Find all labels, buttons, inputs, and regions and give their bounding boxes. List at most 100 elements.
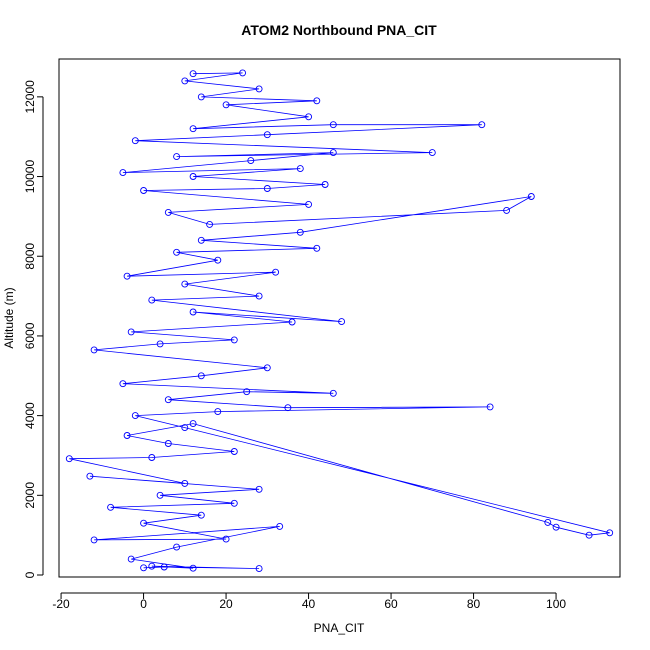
x-tick-label: 80 xyxy=(467,597,481,611)
data-point xyxy=(189,308,197,316)
data-point xyxy=(305,200,313,208)
data-point xyxy=(189,173,197,180)
y-tick-label: 8000 xyxy=(23,243,37,270)
plot-area xyxy=(65,69,614,573)
plot-frame xyxy=(58,58,621,578)
y-tick-label: 12000 xyxy=(23,80,37,114)
data-point xyxy=(544,518,552,526)
data-point xyxy=(197,236,205,244)
data-point xyxy=(284,404,292,412)
data-point xyxy=(255,85,263,93)
data-point xyxy=(189,420,197,428)
data-point xyxy=(263,364,271,372)
data-point xyxy=(164,208,172,216)
data-point xyxy=(197,511,205,519)
data-point xyxy=(321,181,329,188)
y-tick-label: 2000 xyxy=(23,482,37,509)
data-point xyxy=(90,346,98,354)
data-point xyxy=(247,157,255,165)
data-point xyxy=(181,479,189,487)
x-tick-label: 20 xyxy=(219,597,233,611)
y-tick-label: 0 xyxy=(23,571,37,578)
x-axis-label: PNA_CIT xyxy=(314,621,365,635)
y-tick-label: 6000 xyxy=(23,322,37,349)
axes: -20 0 20 40 60 80 100 0 2000 4000 6000 8000 10000 120… xyxy=(23,80,566,611)
data-point xyxy=(329,121,337,129)
data-point xyxy=(181,280,189,288)
data-point xyxy=(288,318,296,326)
data-point xyxy=(140,564,148,572)
data-point xyxy=(478,121,486,129)
data-point xyxy=(214,256,222,264)
data-point xyxy=(305,113,313,121)
data-point xyxy=(527,193,535,200)
data-point xyxy=(486,403,494,411)
x-tick-label: 60 xyxy=(384,597,398,611)
data-point xyxy=(189,564,197,572)
data-point xyxy=(222,535,230,543)
y-axis-label: Altitude (m) xyxy=(2,287,16,348)
data-point xyxy=(222,101,230,109)
data-point xyxy=(86,472,94,480)
data-point xyxy=(173,153,181,161)
x-tick-label: 0 xyxy=(140,597,147,611)
data-point xyxy=(156,491,164,499)
y-tick-label: 4000 xyxy=(23,402,37,429)
data-point xyxy=(123,432,131,439)
data-point xyxy=(164,440,172,447)
x-tick-label: 40 xyxy=(302,597,316,611)
data-point xyxy=(148,562,156,570)
x-tick-label: -20 xyxy=(52,597,70,611)
data-point xyxy=(206,220,214,228)
data-point xyxy=(263,185,271,192)
data-point xyxy=(552,523,560,531)
y-tick-label: 10000 xyxy=(23,160,37,194)
data-point xyxy=(181,424,189,432)
data-point xyxy=(119,169,127,177)
data-point xyxy=(329,389,337,397)
data-point xyxy=(255,565,263,573)
data-point xyxy=(156,340,164,348)
data-point xyxy=(123,272,131,280)
data-point xyxy=(276,522,284,530)
data-point xyxy=(90,536,98,544)
data-point xyxy=(197,93,205,101)
x-tick-label: 100 xyxy=(546,597,566,611)
data-point xyxy=(255,485,263,493)
data-point xyxy=(119,380,127,388)
data-point xyxy=(585,531,593,539)
data-point xyxy=(65,455,73,463)
data-point xyxy=(148,296,156,304)
data-point xyxy=(313,97,321,105)
data-point xyxy=(181,77,189,85)
data-point xyxy=(255,292,263,300)
data-point xyxy=(230,448,238,455)
data-point xyxy=(243,388,251,396)
data-point xyxy=(148,454,156,461)
data-point xyxy=(131,137,139,145)
data-point xyxy=(503,206,511,214)
data-point xyxy=(107,503,115,511)
chart-title: ATOM2 Northbound PNA_CIT xyxy=(241,22,437,38)
data-point xyxy=(173,543,181,551)
data-point xyxy=(127,555,135,563)
data-point xyxy=(338,318,346,326)
data-point xyxy=(214,408,222,416)
data-point xyxy=(140,519,148,527)
data-point xyxy=(272,268,280,276)
data-point xyxy=(160,563,168,571)
series-line xyxy=(69,72,610,569)
data-point xyxy=(263,131,271,139)
data-point xyxy=(127,328,135,336)
data-point xyxy=(230,336,238,344)
data-point xyxy=(164,396,172,404)
data-point xyxy=(239,69,247,77)
data-point xyxy=(296,228,304,236)
data-point xyxy=(296,165,304,173)
data-point xyxy=(606,529,614,537)
data-point xyxy=(189,125,197,133)
data-point xyxy=(197,372,205,380)
data-point xyxy=(313,244,321,252)
